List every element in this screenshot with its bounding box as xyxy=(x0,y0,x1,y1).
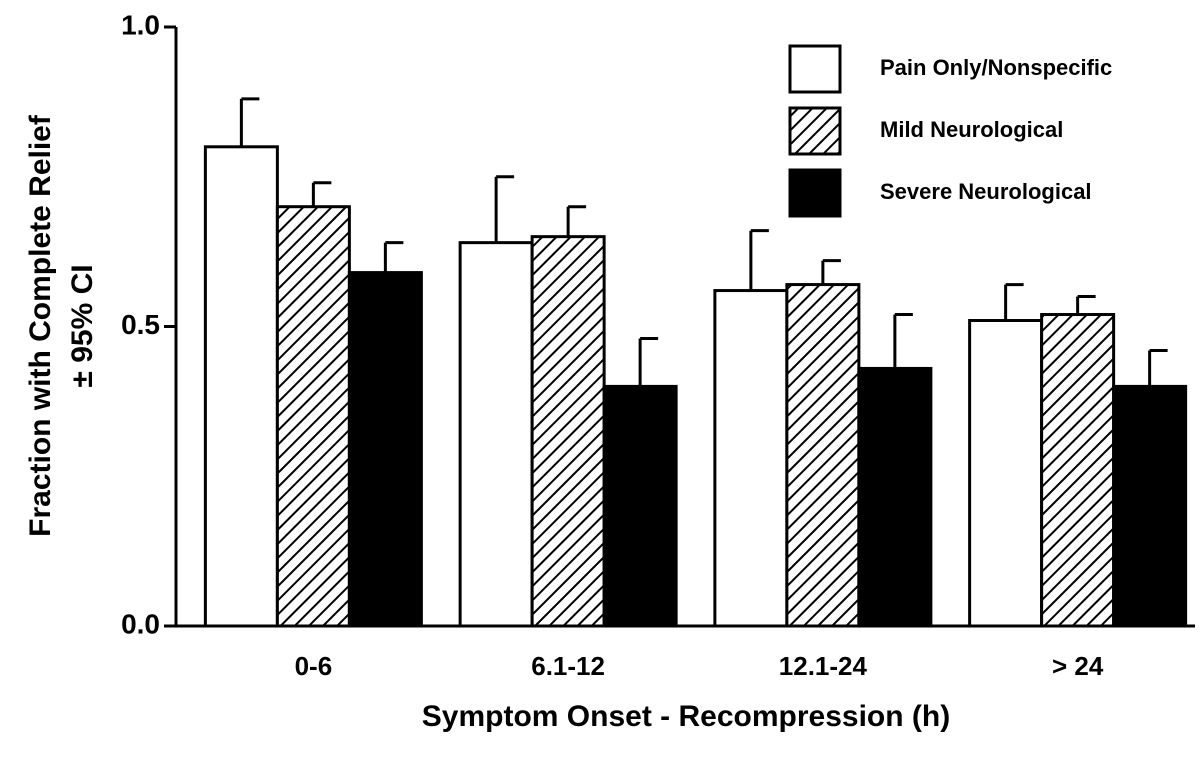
y-axis-label: ± 95% CI xyxy=(66,264,99,387)
legend-swatch xyxy=(788,44,842,94)
bar xyxy=(458,241,534,628)
x-axis-label: Symptom Onset - Recompression (h) xyxy=(422,700,950,733)
bar xyxy=(785,283,861,628)
legend-swatch xyxy=(788,106,842,156)
x-tick-label: > 24 xyxy=(1052,651,1104,681)
x-tick-label: 12.1-24 xyxy=(779,651,868,681)
bar xyxy=(275,205,351,628)
bar xyxy=(857,366,933,628)
bar xyxy=(713,289,789,628)
legend-swatch xyxy=(788,168,842,218)
bar xyxy=(1040,313,1116,628)
x-tick-label: 0-6 xyxy=(295,651,333,681)
bar xyxy=(347,271,423,628)
legend-label: Mild Neurological xyxy=(880,117,1063,142)
legend-label: Pain Only/Nonspecific xyxy=(880,55,1112,80)
x-tick-label: 6.1-12 xyxy=(531,651,605,681)
bar xyxy=(968,319,1044,628)
bar xyxy=(203,145,279,628)
bar xyxy=(530,235,606,628)
y-axis-label: Fraction with Complete Relief xyxy=(24,114,57,537)
bar xyxy=(1112,384,1188,628)
legend-label: Severe Neurological xyxy=(880,179,1092,204)
bar xyxy=(602,384,678,628)
y-tick-label: 1.0 xyxy=(121,9,160,40)
y-tick-label: 0.5 xyxy=(121,309,160,340)
y-tick-label: 0.0 xyxy=(121,608,160,639)
